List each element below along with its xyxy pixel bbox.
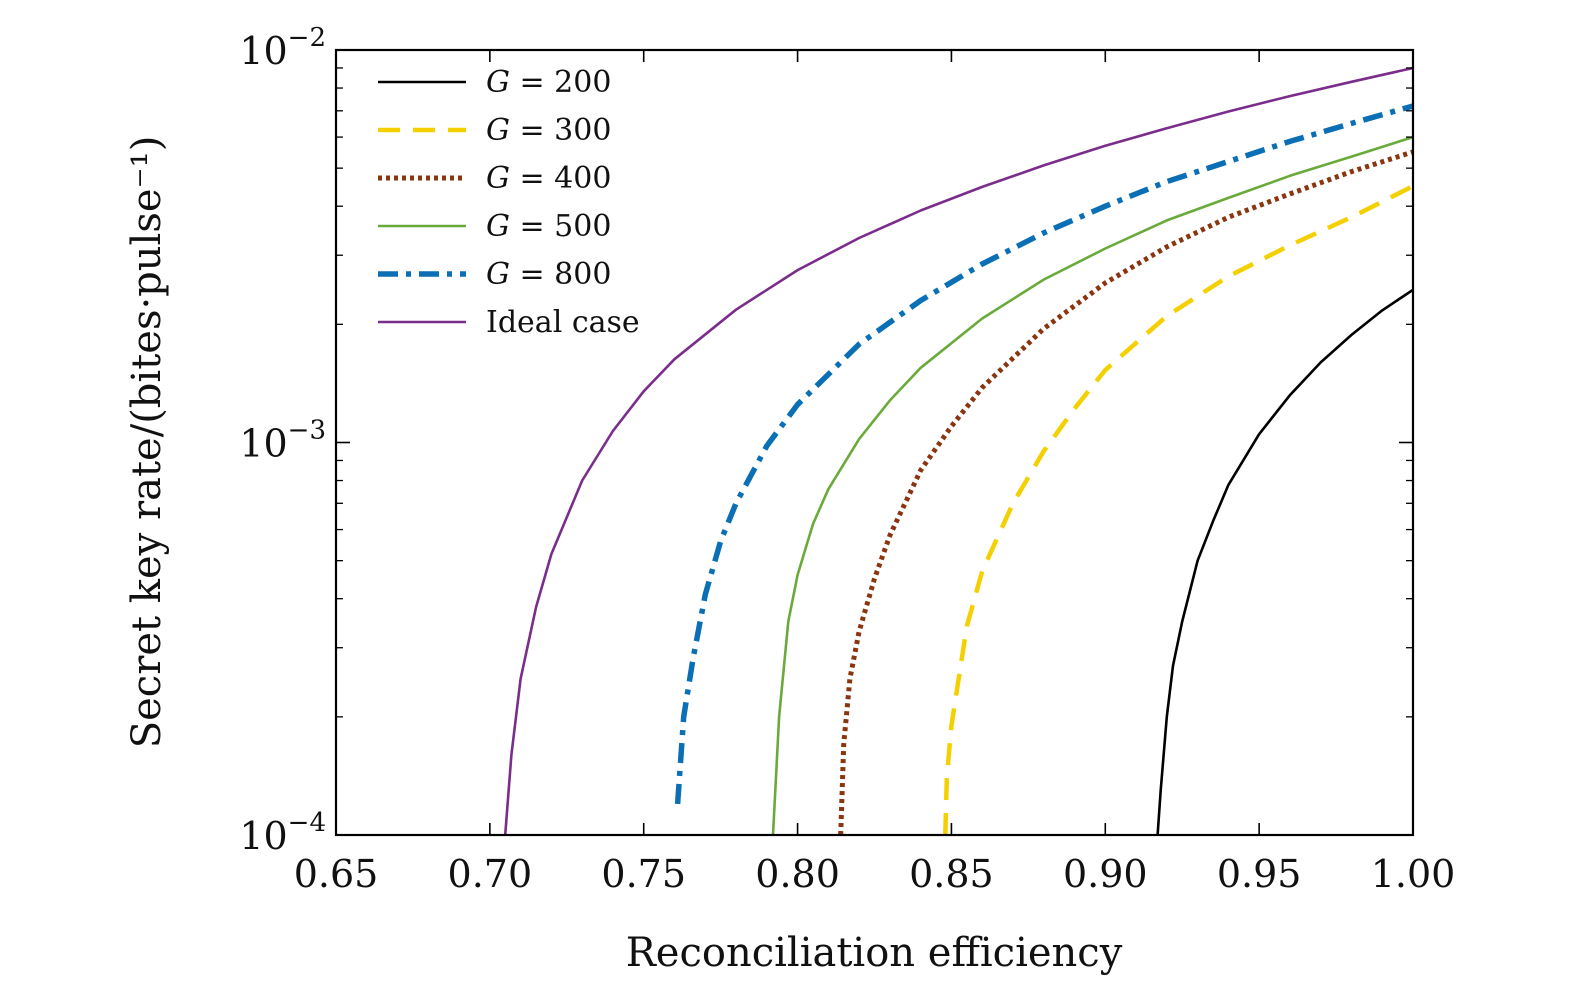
legend-label-1: G = 300 xyxy=(486,113,611,148)
legend-label-5: Ideal case xyxy=(486,305,640,340)
x-tick-label: 0.95 xyxy=(1217,852,1302,896)
series-line-4 xyxy=(674,103,1413,805)
x-tick-label: 0.85 xyxy=(909,852,994,896)
x-tick-label: 0.65 xyxy=(294,852,379,896)
series-line-5 xyxy=(503,66,1413,835)
legend-label-2: G = 400 xyxy=(486,161,611,196)
x-tick-label: 1.00 xyxy=(1371,852,1456,896)
x-tick-label: 0.90 xyxy=(1063,852,1148,896)
y-axis-title: Secret key rate/(bites·pulse⁻¹) xyxy=(124,136,170,749)
legend: G = 200 G = 300 G = 400 G = 500 G = 800 Ideal… xyxy=(378,65,640,340)
series-line-0 xyxy=(1156,288,1413,835)
x-tick-label: 0.70 xyxy=(448,852,533,896)
series-line-1 xyxy=(943,184,1413,835)
series-line-3 xyxy=(771,135,1413,835)
legend-label-3: G = 500 xyxy=(486,209,611,244)
x-axis-title: Reconciliation efficiency xyxy=(626,930,1123,976)
legend-label-0: G = 200 xyxy=(486,65,611,100)
x-tick-label: 0.75 xyxy=(601,852,686,896)
y-tick-label: 10−4 xyxy=(239,808,326,858)
series-layer xyxy=(503,66,1413,835)
legend-label-4: G = 800 xyxy=(486,257,611,292)
y-tick-label: 10−3 xyxy=(239,416,326,466)
axis-ticks: 0.65 0.70 0.75 0.80 0.85 0.90 0.95 1.00 10−4 10−3… xyxy=(239,23,1455,896)
series-line-2 xyxy=(838,149,1413,835)
y-tick-label: 10−2 xyxy=(239,23,326,73)
x-tick-label: 0.80 xyxy=(755,852,840,896)
